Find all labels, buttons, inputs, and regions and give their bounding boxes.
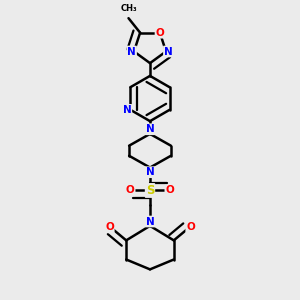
Text: O: O [165,185,174,196]
Text: O: O [155,28,164,38]
Text: N: N [122,105,131,115]
Text: O: O [186,222,195,232]
Text: CH₃: CH₃ [120,4,137,13]
Text: O: O [105,222,114,232]
Text: N: N [146,124,154,134]
Text: N: N [127,46,136,56]
Text: S: S [146,184,154,197]
Text: O: O [126,185,135,196]
Text: N: N [164,46,173,56]
Text: N: N [146,167,154,177]
Text: N: N [146,217,154,226]
